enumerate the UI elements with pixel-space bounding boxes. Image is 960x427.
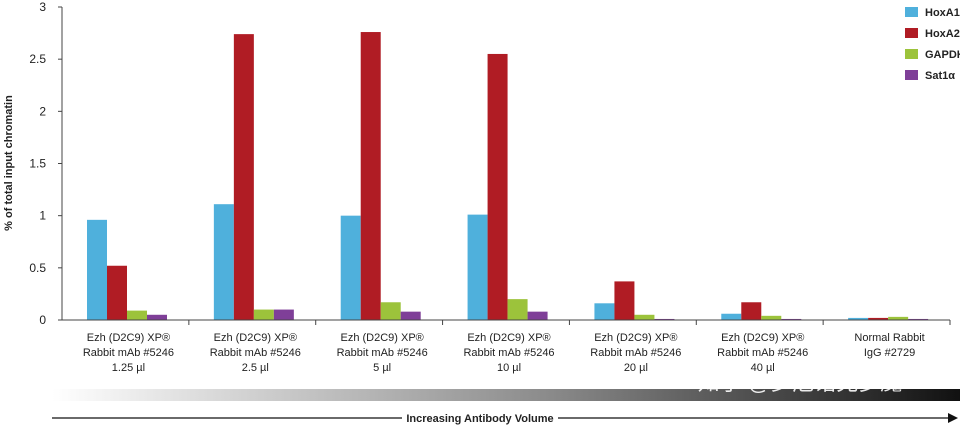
bar-hoxa2-6	[741, 302, 762, 320]
y-tick-label: 1.5	[29, 157, 46, 171]
category-label: Ezh (D2C9) XP®	[214, 332, 297, 344]
category-label: Normal Rabbit	[854, 332, 924, 344]
y-tick-label: 2	[39, 104, 46, 118]
bar-gapdh-4	[507, 299, 528, 320]
bar-hoxa1-6	[721, 313, 742, 320]
y-axis: 0 0.5 1 1.5 2 2.5 3	[29, 0, 63, 327]
bars	[87, 32, 929, 320]
bar-gapdh-5	[634, 314, 655, 320]
category-label: 2.5 µl	[242, 362, 269, 374]
y-tick-label: 3	[39, 0, 46, 14]
bar-gapdh-3	[380, 302, 401, 320]
bar-sat1--4	[527, 311, 548, 320]
legend-swatch	[905, 49, 918, 59]
category-label: 5 µl	[373, 362, 391, 374]
bar-sat1--3	[400, 311, 421, 320]
antibody-volume-gradient	[52, 389, 960, 401]
bar-hoxa1-4	[467, 214, 488, 320]
category-label: Ezh (D2C9) XP®	[340, 332, 423, 344]
bar-sat1--5	[654, 318, 675, 320]
category-label: 20 µl	[624, 362, 648, 374]
bar-hoxa2-1	[107, 265, 127, 320]
bar-sat1--7	[908, 318, 929, 320]
y-tick-label: 0.5	[29, 261, 46, 275]
bar-hoxa2-2	[233, 34, 254, 320]
bar-sat1--6	[781, 318, 802, 320]
bar-hoxa1-7	[848, 317, 869, 320]
y-axis-label: % of total input chromatin	[3, 95, 15, 231]
category-label: Rabbit mAb #5246	[463, 347, 554, 359]
bar-sat1--1	[147, 314, 167, 320]
x-axis: Ezh (D2C9) XP® Rabbit mAb #5246 1.25 µl Ezh…	[62, 319, 951, 374]
y-tick-label: 2.5	[29, 52, 46, 66]
bar-hoxa2-4	[487, 53, 508, 320]
xlabel-backdrop	[402, 410, 558, 426]
bar-hoxa1-5	[594, 303, 615, 320]
legend-label: Sat1α	[925, 70, 955, 82]
volume-arrow-head	[948, 413, 958, 423]
y-tick-label: 1	[39, 209, 46, 223]
bar-sat1--2	[273, 309, 294, 320]
bar-hoxa2-5	[614, 281, 635, 320]
category-label: 1.25 µl	[112, 362, 145, 374]
category-label: Rabbit mAb #5246	[83, 347, 174, 359]
y-tick-label: 0	[39, 313, 46, 327]
category-label: Ezh (D2C9) XP®	[467, 332, 550, 344]
bar-hoxa1-2	[213, 204, 234, 320]
category-label: Rabbit mAb #5246	[590, 347, 681, 359]
legend: HoxA1 HoxA2 GAPDH Sat1α	[905, 7, 960, 82]
watermark: 知乎 @罗厄诺克梦魇	[698, 370, 902, 395]
legend-swatch	[905, 7, 918, 17]
category-label: Ezh (D2C9) XP®	[594, 332, 677, 344]
legend-label: HoxA2	[925, 28, 960, 40]
legend-label: GAPDH	[925, 49, 960, 61]
legend-swatch	[905, 28, 918, 38]
category-label: 10 µl	[497, 362, 521, 374]
bar-gapdh-7	[888, 316, 909, 320]
category-label: Ezh (D2C9) XP®	[87, 332, 170, 344]
bar-hoxa2-3	[360, 32, 381, 320]
bar-hoxa2-7	[868, 317, 889, 320]
category-label: Rabbit mAb #5246	[717, 347, 808, 359]
x-axis-label: Increasing Antibody Volume	[406, 413, 553, 425]
bar-gapdh-2	[253, 309, 274, 320]
legend-swatch	[905, 70, 918, 80]
category-label: Rabbit mAb #5246	[210, 347, 301, 359]
bar-gapdh-6	[761, 315, 782, 320]
bar-hoxa1-3	[340, 215, 361, 320]
category-label: IgG #2729	[864, 347, 915, 359]
category-label: Rabbit mAb #5246	[337, 347, 428, 359]
category-label: 40 µl	[751, 362, 775, 374]
bar-gapdh-1	[127, 310, 147, 320]
legend-label: HoxA1	[925, 7, 960, 19]
category-label: Ezh (D2C9) XP®	[721, 332, 804, 344]
bar-hoxa1-1	[87, 219, 107, 320]
